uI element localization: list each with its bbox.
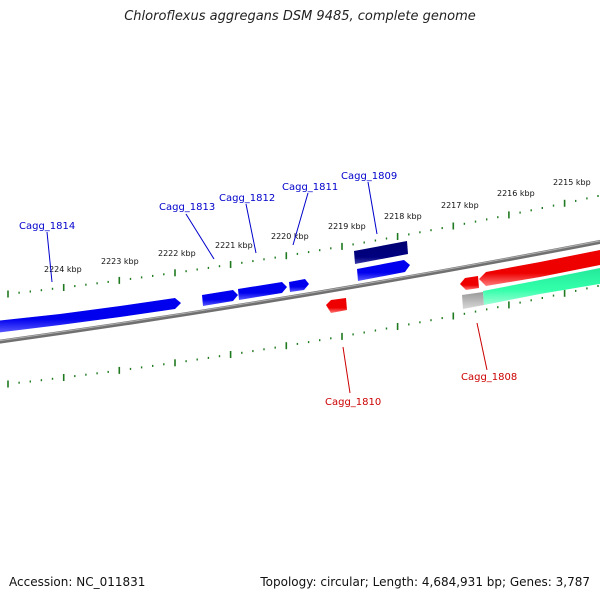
gene-label[interactable]: Cagg_1809	[341, 171, 397, 182]
leader-line	[46, 231, 53, 283]
gene-label[interactable]: Cagg_1808	[461, 372, 517, 383]
tick-label: 2219 kbp	[328, 222, 366, 231]
genome-backbone	[0, 239, 600, 344]
gene-arrow[interactable]	[289, 279, 309, 292]
forward-genes	[0, 241, 410, 333]
leader-line	[245, 203, 257, 254]
tick-label: 2223 kbp	[101, 257, 139, 266]
gene-arrow[interactable]	[238, 282, 287, 300]
gene-label[interactable]: Cagg_1813	[159, 202, 215, 213]
accession-text: Accession: NC_011831	[9, 575, 146, 589]
gene-arrow[interactable]	[357, 260, 410, 281]
tick-label: 2215 kbp	[553, 178, 591, 187]
gene-arrow[interactable]	[462, 292, 484, 309]
leader-line	[292, 192, 309, 246]
gene-labels: Cagg_1814 Cagg_1813 Cagg_1812 Cagg_1811 …	[19, 171, 517, 408]
gene-arrow[interactable]	[0, 298, 181, 333]
gene-label[interactable]: Cagg_1811	[282, 182, 338, 193]
scale-labels: 2224 kbp 2223 kbp 2222 kbp 2221 kbp 2220…	[44, 178, 591, 274]
map-title: Chloroflexus aggregans DSM 9485, complet…	[124, 9, 476, 24]
label-leaders	[46, 181, 488, 394]
tick-label: 2216 kbp	[497, 189, 535, 198]
tick-label: 2222 kbp	[158, 249, 196, 258]
tick-label: 2221 kbp	[215, 241, 253, 250]
tick-label: 2224 kbp	[44, 265, 82, 274]
leader-line	[367, 181, 378, 235]
gene-arrow[interactable]	[202, 290, 238, 306]
scale-ring-upper	[7, 195, 599, 298]
scale-ring-lower	[7, 285, 599, 388]
genome-summary-text: Topology: circular; Length: 4,684,931 bp…	[260, 575, 590, 589]
reverse-genes	[326, 249, 600, 313]
gene-label[interactable]: Cagg_1810	[325, 397, 381, 408]
leader-line	[185, 213, 215, 260]
gene-arrow[interactable]	[326, 298, 347, 313]
gene-arrow[interactable]	[483, 267, 600, 305]
tick-label: 2217 kbp	[441, 201, 479, 210]
leader-line	[342, 346, 351, 394]
gene-arrow[interactable]	[354, 241, 408, 264]
genome-backbone-highlight	[0, 240, 600, 342]
leader-line	[476, 322, 488, 371]
tick-label: 2218 kbp	[384, 212, 422, 221]
gene-arrow[interactable]	[479, 249, 600, 286]
gene-label[interactable]: Cagg_1812	[219, 193, 275, 204]
gene-arrow[interactable]	[460, 276, 479, 290]
gene-label[interactable]: Cagg_1814	[19, 221, 75, 232]
tick-label: 2220 kbp	[271, 232, 309, 241]
